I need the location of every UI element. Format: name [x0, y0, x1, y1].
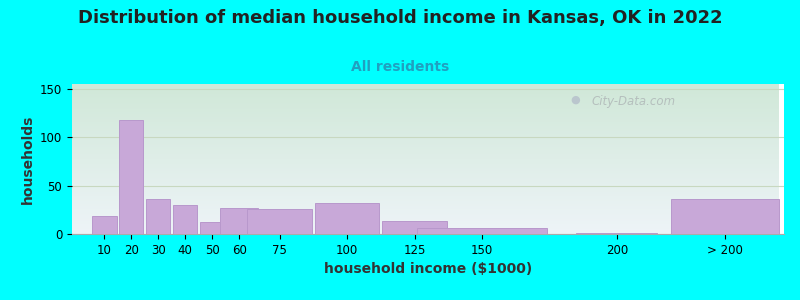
Y-axis label: households: households	[21, 114, 34, 204]
X-axis label: household income ($1000): household income ($1000)	[324, 262, 532, 276]
Bar	[314, 203, 379, 234]
Bar	[220, 208, 258, 234]
Text: All residents: All residents	[351, 60, 449, 74]
Text: ●: ●	[570, 94, 580, 104]
Text: City-Data.com: City-Data.com	[592, 94, 676, 107]
Bar	[119, 120, 143, 234]
Bar	[173, 205, 198, 234]
Bar	[418, 228, 546, 234]
Bar	[146, 199, 170, 234]
Bar	[247, 209, 312, 234]
Bar	[576, 233, 658, 234]
Bar	[670, 199, 778, 234]
Bar	[200, 222, 224, 234]
Bar	[92, 216, 117, 234]
Text: Distribution of median household income in Kansas, OK in 2022: Distribution of median household income …	[78, 9, 722, 27]
Bar	[382, 221, 447, 234]
